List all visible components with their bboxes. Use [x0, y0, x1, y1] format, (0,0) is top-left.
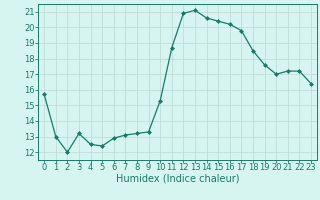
X-axis label: Humidex (Indice chaleur): Humidex (Indice chaleur)	[116, 174, 239, 184]
